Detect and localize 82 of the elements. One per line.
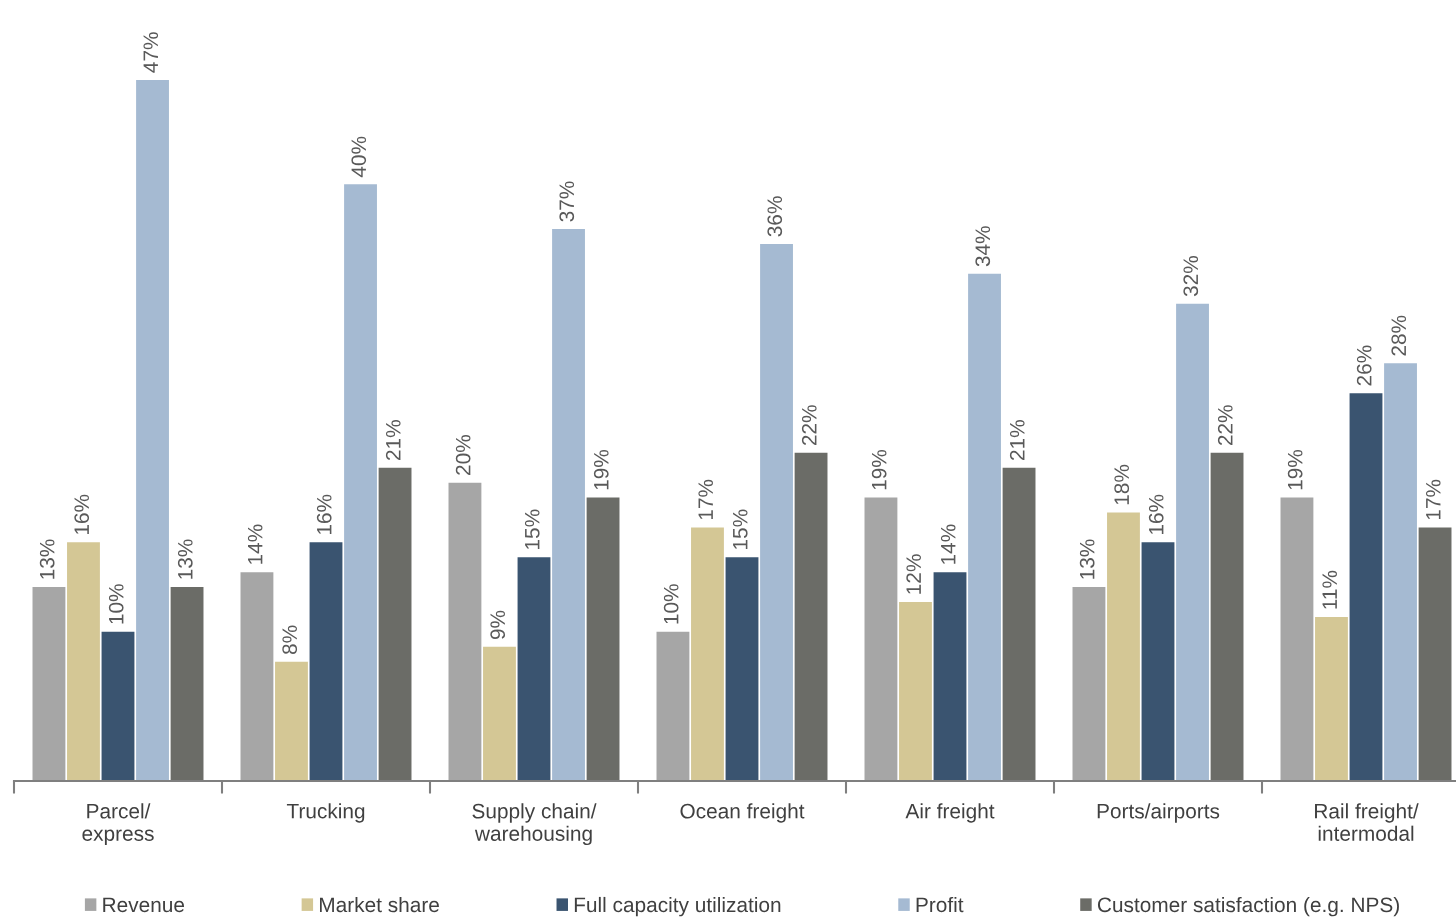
bar — [1002, 467, 1036, 781]
bar — [760, 244, 793, 781]
bar — [968, 273, 1001, 781]
x-tick-label: Ports/airports — [1097, 803, 1220, 823]
x-tick-label: Trucking — [286, 803, 365, 823]
data-label: 16% — [74, 494, 90, 535]
data-label: 10% — [663, 584, 679, 624]
data-label: 36% — [767, 196, 783, 237]
data-label: 16% — [316, 494, 332, 535]
data-label: 40% — [351, 136, 367, 178]
data-label: 18% — [1114, 464, 1130, 505]
bar — [864, 497, 898, 781]
bar — [101, 631, 135, 781]
data-label: 13% — [1079, 539, 1095, 579]
bar — [1280, 497, 1314, 781]
bar — [1315, 616, 1348, 781]
data-label: 15% — [732, 509, 748, 549]
data-label: 47% — [143, 32, 159, 73]
bar — [899, 602, 932, 781]
data-label: 32% — [1183, 256, 1199, 297]
data-label: 16% — [1148, 494, 1164, 535]
data-label: 26% — [1356, 345, 1372, 386]
data-label: 28% — [1391, 315, 1407, 356]
data-label: 17% — [698, 479, 713, 520]
bar — [1176, 303, 1209, 781]
data-label: 21% — [1009, 420, 1025, 460]
data-label: 15% — [524, 509, 540, 549]
bar — [275, 661, 308, 781]
bar — [552, 229, 585, 781]
data-label: 34% — [975, 226, 991, 267]
bar — [240, 572, 274, 781]
bar — [1141, 542, 1175, 781]
data-label: 9% — [490, 610, 506, 640]
data-label: 21% — [385, 420, 401, 460]
bar — [1072, 587, 1106, 781]
bar — [448, 482, 482, 781]
bar — [32, 587, 66, 781]
bar — [586, 497, 620, 781]
bar — [1384, 363, 1417, 781]
data-label: 17% — [1425, 479, 1441, 520]
bar — [1210, 452, 1244, 781]
legend-label: Customer satisfaction (e.g. NPS) — [1097, 896, 1399, 917]
data-label: 37% — [559, 181, 575, 222]
bar — [656, 631, 690, 781]
bar — [1418, 527, 1452, 781]
data-label: 19% — [593, 449, 609, 490]
bar — [725, 557, 759, 781]
bar — [136, 79, 169, 781]
bar — [517, 557, 551, 781]
legend-label: Market share — [320, 896, 439, 913]
bar — [309, 542, 343, 781]
bar — [344, 184, 377, 781]
data-label: 13% — [39, 539, 55, 579]
data-label: 20% — [455, 435, 471, 475]
x-tick-label: Supply chain/ warehousing — [472, 803, 597, 846]
legend-label: Profit — [916, 896, 964, 913]
data-label: 13% — [177, 539, 193, 579]
x-tick-label: Air freight — [905, 803, 995, 823]
bar — [691, 527, 724, 781]
bar — [378, 467, 412, 781]
data-label: 19% — [1287, 449, 1303, 490]
bar — [1107, 512, 1140, 781]
bar — [483, 646, 516, 781]
x-tick-label: Parcel/ express — [82, 803, 154, 846]
bar — [794, 452, 828, 781]
bar — [933, 572, 967, 781]
x-tick-label: Ocean freight — [680, 803, 805, 823]
x-tick-label: Rail freight/ intermodal — [1315, 803, 1419, 841]
data-label: 19% — [871, 449, 887, 490]
data-label: 22% — [801, 405, 817, 446]
bar — [170, 587, 204, 781]
data-label: 12% — [906, 554, 921, 594]
data-label: 14% — [247, 524, 263, 564]
legend-label: Revenue — [103, 897, 185, 913]
data-label: 11% — [1322, 570, 1337, 609]
data-label: 10% — [108, 584, 124, 624]
data-label: 22% — [1217, 405, 1233, 446]
bar — [67, 542, 100, 781]
legend-label: Full capacity utilization — [574, 896, 781, 917]
data-label: 14% — [940, 524, 956, 564]
bar — [1349, 393, 1383, 781]
data-label: 8% — [282, 625, 298, 655]
